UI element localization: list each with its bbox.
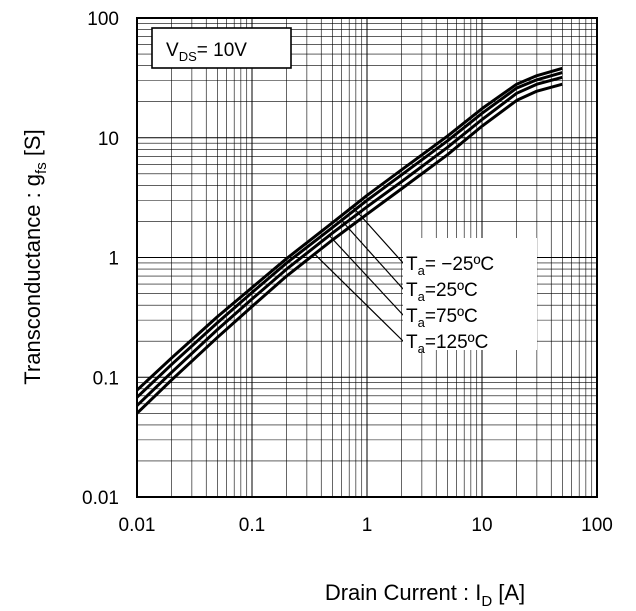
y-tick-label: 0.01 — [82, 488, 119, 509]
y-tick-label: 10 — [98, 129, 119, 150]
curves — [135, 66, 563, 415]
tick-labels: 0.01 0.1 1 10 100 0.01 0.1 1 10 100 — [82, 9, 613, 536]
y-axis-label-unit: [S] — [20, 129, 45, 162]
series-label-sub: a — [418, 315, 426, 330]
series-label-main: T — [406, 280, 418, 301]
series-label-sub: a — [418, 263, 426, 278]
series-label-main: T — [406, 306, 418, 327]
label-leader-lines — [314, 206, 405, 343]
condition-box-border — [151, 27, 292, 69]
y-tick-label: 100 — [87, 9, 119, 30]
label-area-background — [403, 238, 537, 350]
y-axis-label-sub: fs — [33, 162, 50, 174]
condition-sub: DS — [179, 49, 197, 64]
series-label-rest: =75ºC — [425, 306, 478, 327]
x-tick-label: 100 — [581, 515, 613, 536]
condition-text: VDS= 10V — [166, 40, 247, 64]
leader-line-series-1 — [352, 206, 405, 265]
series-label-rest: =25ºC — [425, 280, 478, 301]
y-tick-label: 0.1 — [93, 368, 119, 389]
curve-series-1 — [135, 66, 563, 392]
series-label-main: T — [406, 254, 418, 275]
series-label-main: T — [406, 332, 418, 353]
leader-line-series-3 — [328, 235, 405, 317]
x-axis-label-sub: D — [481, 593, 492, 610]
y-axis-label: Transconductance : gfs [S] — [20, 129, 50, 384]
condition-box: VDS= 10V — [151, 27, 292, 69]
series-label-sub: a — [418, 341, 426, 356]
x-axis-label-unit: [A] — [492, 580, 525, 605]
curve-series-3 — [135, 75, 563, 407]
plot-frame — [136, 17, 598, 498]
series-label-3: Ta=75ºC — [406, 306, 478, 330]
series-label-sub: a — [418, 289, 426, 304]
y-axis-label-main: Transconductance : g — [20, 174, 45, 385]
condition-main: V — [166, 40, 179, 61]
x-axis-label-main: Drain Current : I — [325, 580, 482, 605]
plot-border — [136, 17, 598, 498]
x-axis-label: Drain Current : ID [A] — [325, 580, 525, 610]
label-background — [403, 238, 537, 350]
x-tick-label: 0.1 — [239, 515, 265, 536]
series-label-1: Ta= −25ºC — [406, 254, 494, 278]
series-label-rest: = −25ºC — [425, 254, 494, 275]
curve-series-2 — [135, 71, 563, 399]
curve-series-4 — [135, 82, 563, 415]
axis-labels: Drain Current : ID [A] Transconductance :… — [20, 129, 525, 610]
x-tick-label: 10 — [471, 515, 492, 536]
x-tick-label: 1 — [362, 515, 373, 536]
condition-rest: = 10V — [197, 40, 248, 61]
series-label-2: Ta=25ºC — [406, 280, 478, 304]
y-tick-label: 1 — [108, 249, 119, 270]
leader-line-series-4 — [314, 253, 405, 343]
series-label-4: Ta=125ºC — [406, 332, 488, 356]
x-tick-label: 0.01 — [119, 515, 156, 536]
series-label-rest: =125ºC — [425, 332, 488, 353]
leader-line-series-2 — [341, 219, 405, 291]
